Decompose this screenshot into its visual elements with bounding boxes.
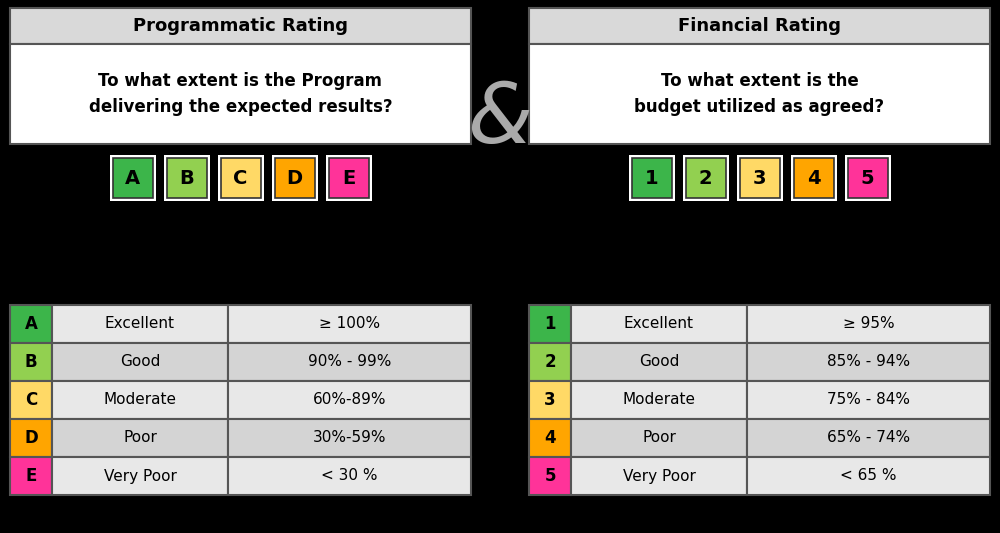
Text: Very Poor: Very Poor (623, 469, 695, 483)
FancyBboxPatch shape (326, 155, 372, 201)
FancyBboxPatch shape (228, 419, 471, 457)
FancyBboxPatch shape (571, 419, 747, 457)
FancyBboxPatch shape (166, 158, 207, 198)
FancyBboxPatch shape (529, 419, 571, 457)
Text: D: D (286, 168, 303, 188)
Text: 75% - 84%: 75% - 84% (827, 392, 910, 408)
FancyBboxPatch shape (10, 457, 52, 495)
Text: 4: 4 (544, 429, 556, 447)
Text: Financial Rating: Financial Rating (678, 17, 841, 35)
Text: 5: 5 (544, 467, 556, 485)
FancyBboxPatch shape (10, 419, 52, 457)
FancyBboxPatch shape (228, 457, 471, 495)
Text: 85% - 94%: 85% - 94% (827, 354, 910, 369)
FancyBboxPatch shape (10, 8, 471, 44)
FancyBboxPatch shape (228, 343, 471, 381)
Text: Good: Good (120, 354, 160, 369)
Text: 90% - 99%: 90% - 99% (308, 354, 391, 369)
Text: 65% - 74%: 65% - 74% (827, 431, 910, 446)
FancyBboxPatch shape (747, 457, 990, 495)
FancyBboxPatch shape (10, 343, 52, 381)
FancyBboxPatch shape (629, 155, 674, 201)
FancyBboxPatch shape (529, 457, 571, 495)
FancyBboxPatch shape (571, 381, 747, 419)
Text: C: C (233, 168, 248, 188)
Text: < 65 %: < 65 % (840, 469, 897, 483)
Text: 1: 1 (544, 315, 556, 333)
Text: Moderate: Moderate (103, 392, 176, 408)
Text: Excellent: Excellent (624, 317, 694, 332)
Text: 3: 3 (753, 168, 766, 188)
FancyBboxPatch shape (52, 305, 228, 343)
FancyBboxPatch shape (10, 44, 471, 144)
FancyBboxPatch shape (328, 158, 368, 198)
Text: C: C (25, 391, 37, 409)
FancyBboxPatch shape (110, 155, 156, 201)
FancyBboxPatch shape (790, 155, 836, 201)
Text: 1: 1 (645, 168, 658, 188)
FancyBboxPatch shape (272, 155, 318, 201)
Text: Very Poor: Very Poor (104, 469, 176, 483)
FancyBboxPatch shape (747, 305, 990, 343)
Text: To what extent is the Program
delivering the expected results?: To what extent is the Program delivering… (89, 72, 392, 116)
FancyBboxPatch shape (529, 44, 990, 144)
FancyBboxPatch shape (844, 155, 891, 201)
FancyBboxPatch shape (52, 381, 228, 419)
FancyBboxPatch shape (529, 8, 990, 44)
FancyBboxPatch shape (10, 381, 52, 419)
Text: Poor: Poor (123, 431, 157, 446)
Text: Excellent: Excellent (105, 317, 175, 332)
Text: Poor: Poor (642, 431, 676, 446)
FancyBboxPatch shape (529, 381, 571, 419)
FancyBboxPatch shape (274, 158, 314, 198)
FancyBboxPatch shape (10, 305, 52, 343)
FancyBboxPatch shape (228, 381, 471, 419)
FancyBboxPatch shape (747, 343, 990, 381)
FancyBboxPatch shape (571, 305, 747, 343)
Text: 4: 4 (807, 168, 820, 188)
FancyBboxPatch shape (571, 343, 747, 381)
Text: 60%-89%: 60%-89% (313, 392, 386, 408)
FancyBboxPatch shape (794, 158, 834, 198)
Text: &: & (468, 79, 532, 160)
FancyBboxPatch shape (52, 419, 228, 457)
Text: E: E (342, 168, 355, 188)
Text: ≥ 100%: ≥ 100% (319, 317, 380, 332)
FancyBboxPatch shape (220, 158, 260, 198)
Text: 2: 2 (699, 168, 712, 188)
FancyBboxPatch shape (52, 343, 228, 381)
Text: Programmatic Rating: Programmatic Rating (133, 17, 348, 35)
FancyBboxPatch shape (164, 155, 210, 201)
FancyBboxPatch shape (736, 155, 782, 201)
Text: 2: 2 (544, 353, 556, 371)
FancyBboxPatch shape (52, 457, 228, 495)
FancyBboxPatch shape (632, 158, 672, 198)
FancyBboxPatch shape (529, 343, 571, 381)
Text: Moderate: Moderate (622, 392, 695, 408)
FancyBboxPatch shape (740, 158, 780, 198)
FancyBboxPatch shape (682, 155, 728, 201)
Text: To what extent is the
budget utilized as agreed?: To what extent is the budget utilized as… (634, 72, 885, 116)
Text: 3: 3 (544, 391, 556, 409)
Text: ≥ 95%: ≥ 95% (843, 317, 894, 332)
Text: B: B (179, 168, 194, 188)
Text: 5: 5 (861, 168, 874, 188)
Text: A: A (25, 315, 37, 333)
FancyBboxPatch shape (686, 158, 726, 198)
FancyBboxPatch shape (112, 158, 152, 198)
Text: A: A (125, 168, 140, 188)
FancyBboxPatch shape (747, 419, 990, 457)
FancyBboxPatch shape (228, 305, 471, 343)
FancyBboxPatch shape (571, 457, 747, 495)
FancyBboxPatch shape (747, 381, 990, 419)
Text: B: B (25, 353, 37, 371)
Text: E: E (25, 467, 37, 485)
Text: < 30 %: < 30 % (321, 469, 378, 483)
Text: 30%-59%: 30%-59% (313, 431, 386, 446)
FancyBboxPatch shape (218, 155, 264, 201)
FancyBboxPatch shape (529, 305, 571, 343)
Text: Good: Good (639, 354, 679, 369)
Text: D: D (24, 429, 38, 447)
FancyBboxPatch shape (848, 158, 888, 198)
